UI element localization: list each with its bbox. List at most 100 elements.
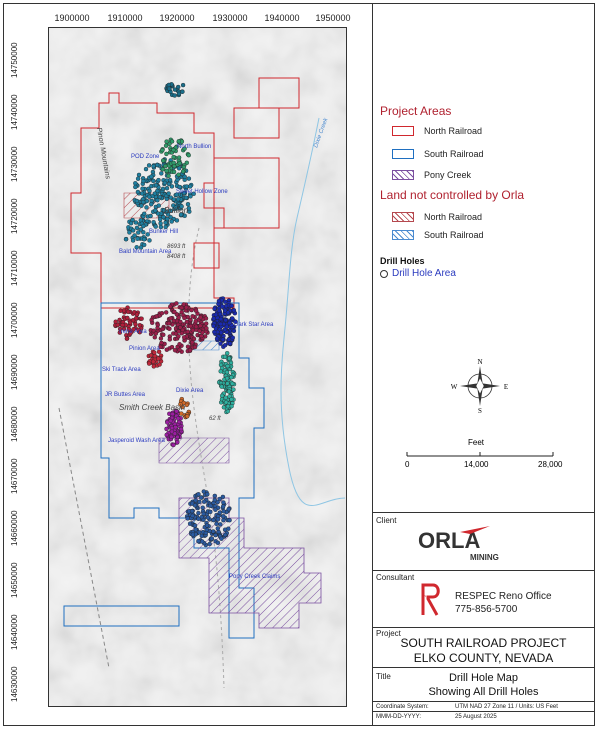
drill-hole-marker: [151, 178, 156, 184]
client-label: Client: [376, 516, 397, 525]
y-tick: 14710000: [10, 250, 19, 286]
drill-hole-marker: [184, 305, 189, 310]
drill-hole-marker: [220, 304, 225, 309]
drill-hole-marker: [203, 316, 209, 321]
info-divider: [372, 627, 595, 628]
coord-value: UTM NAD 27 Zone 11 / Units: US Feet: [455, 704, 558, 710]
drill-hole-marker: [168, 304, 173, 309]
map-label-bullion: Bullion: [164, 206, 189, 215]
drill-hole-marker: [188, 317, 193, 323]
map-label-dixie-area: Dixie Area: [176, 388, 204, 394]
drill-hole-marker: [224, 370, 230, 375]
drill-hole-marker: [186, 206, 192, 211]
map-panel[interactable]: POD Zone North Bullion Sweet Hollow Zone…: [48, 27, 347, 707]
x-tick: 1940000: [264, 13, 300, 23]
drill-hole-marker: [225, 381, 230, 386]
drill-hole-marker: [215, 526, 221, 531]
drill-hole-marker: [141, 223, 146, 229]
y-tick: 14640000: [10, 614, 19, 650]
drill-hole-marker: [193, 308, 199, 313]
drill-hole-marker: [169, 139, 175, 144]
drill-hole-marker: [152, 191, 158, 196]
drill-hole-marker: [212, 497, 218, 503]
consultant-phone: 775-856-5700: [455, 604, 518, 615]
drill-hole-marker: [134, 198, 140, 204]
north-railroad-block: [193, 242, 220, 269]
drill-hole-marker: [134, 245, 139, 250]
legend-swatch: [392, 170, 414, 180]
drill-hole-marker: [163, 310, 169, 315]
drill-hole-marker: [222, 354, 228, 359]
drill-hole-marker: [207, 541, 212, 547]
drill-hole-marker: [212, 493, 218, 499]
y-tick: 14660000: [10, 510, 19, 546]
drill-hole-marker: [213, 532, 218, 538]
drill-hole-marker: [143, 166, 149, 172]
drill-hole-marker: [163, 224, 168, 230]
drill-hole-marker: [153, 224, 158, 229]
drill-hole-marker: [171, 147, 176, 153]
drill-hole-marker: [139, 316, 144, 321]
map-canvas[interactable]: POD Zone North Bullion Sweet Hollow Zone…: [49, 28, 346, 706]
logo-tagline: MINING: [470, 553, 499, 562]
y-tick: 14700000: [10, 302, 19, 338]
compass-rose-icon: N S E W: [451, 358, 508, 415]
legend-swatch: [392, 212, 414, 222]
drill-hole-marker: [152, 350, 157, 355]
map-label-pony-creek-claims: Pony Creek Claims: [229, 574, 280, 580]
drill-hole-marker: [225, 363, 230, 369]
drill-hole-marker: [176, 172, 181, 177]
drill-hole-marker: [173, 205, 178, 210]
drill-hole-marker: [167, 337, 173, 342]
drill-hole-marker: [123, 236, 129, 242]
drill-hole-marker: [215, 540, 221, 545]
drill-hole-marker: [172, 348, 178, 353]
drill-hole-marker: [166, 191, 171, 196]
project-label: Project: [376, 629, 401, 638]
drill-hole-marker: [220, 337, 226, 342]
compass-w: W: [451, 383, 458, 391]
drill-hole-marker: [175, 416, 181, 421]
drill-hole-marker: [160, 167, 166, 172]
drill-hole-marker: [190, 532, 196, 537]
drill-hole-marker: [136, 230, 141, 235]
drill-hole-marker: [168, 208, 173, 214]
drill-hole-marker: [201, 499, 207, 504]
legend-swatch: [392, 149, 414, 159]
drill-hole-marker: [233, 319, 238, 324]
drill-hole-marker: [230, 381, 235, 386]
drill-hole-marker: [205, 492, 210, 497]
drill-hole-marker: [220, 494, 226, 500]
drill-hole-marker: [190, 314, 195, 319]
legend-label: South Railroad: [424, 149, 484, 159]
legend-item-drill-hole-area: Drill Hole Area: [380, 268, 456, 279]
drill-hole-marker: [156, 356, 161, 361]
x-tick: 1910000: [107, 13, 143, 23]
drill-hole-marker: [141, 230, 146, 235]
drill-hole-marker: [222, 527, 228, 532]
drill-hole-marker: [158, 336, 164, 341]
y-tick: 14720000: [10, 198, 19, 234]
drill-hole-marker: [139, 203, 144, 208]
drill-hole-marker: [149, 317, 154, 323]
drill-hole-marker: [191, 336, 197, 342]
drill-hole-marker: [158, 221, 163, 226]
drill-hole-marker: [133, 181, 138, 186]
drill-hole-marker: [185, 344, 191, 349]
drill-hole-marker: [161, 214, 166, 220]
drill-hole-marker: [133, 220, 139, 225]
drill-hole-marker: [140, 186, 145, 191]
project-line2: ELKO COUNTY, NEVADA: [413, 651, 554, 665]
north-railroad-block: [213, 157, 280, 229]
drill-hole-marker: [133, 322, 138, 327]
legend-item-south-railroad: South Railroad: [392, 147, 484, 161]
map-label-dark-star: Dark Star Area: [234, 322, 274, 328]
drill-hole-marker: [135, 189, 141, 195]
drill-hole-marker: [192, 523, 198, 528]
legend-item-land-north: North Railroad: [392, 210, 482, 224]
drill-hole-marker: [179, 305, 184, 310]
drill-hole-marker: [174, 218, 180, 223]
creek-line: [280, 117, 346, 506]
north-railroad-boundary: [70, 92, 235, 309]
drill-hole-marker: [148, 353, 154, 358]
